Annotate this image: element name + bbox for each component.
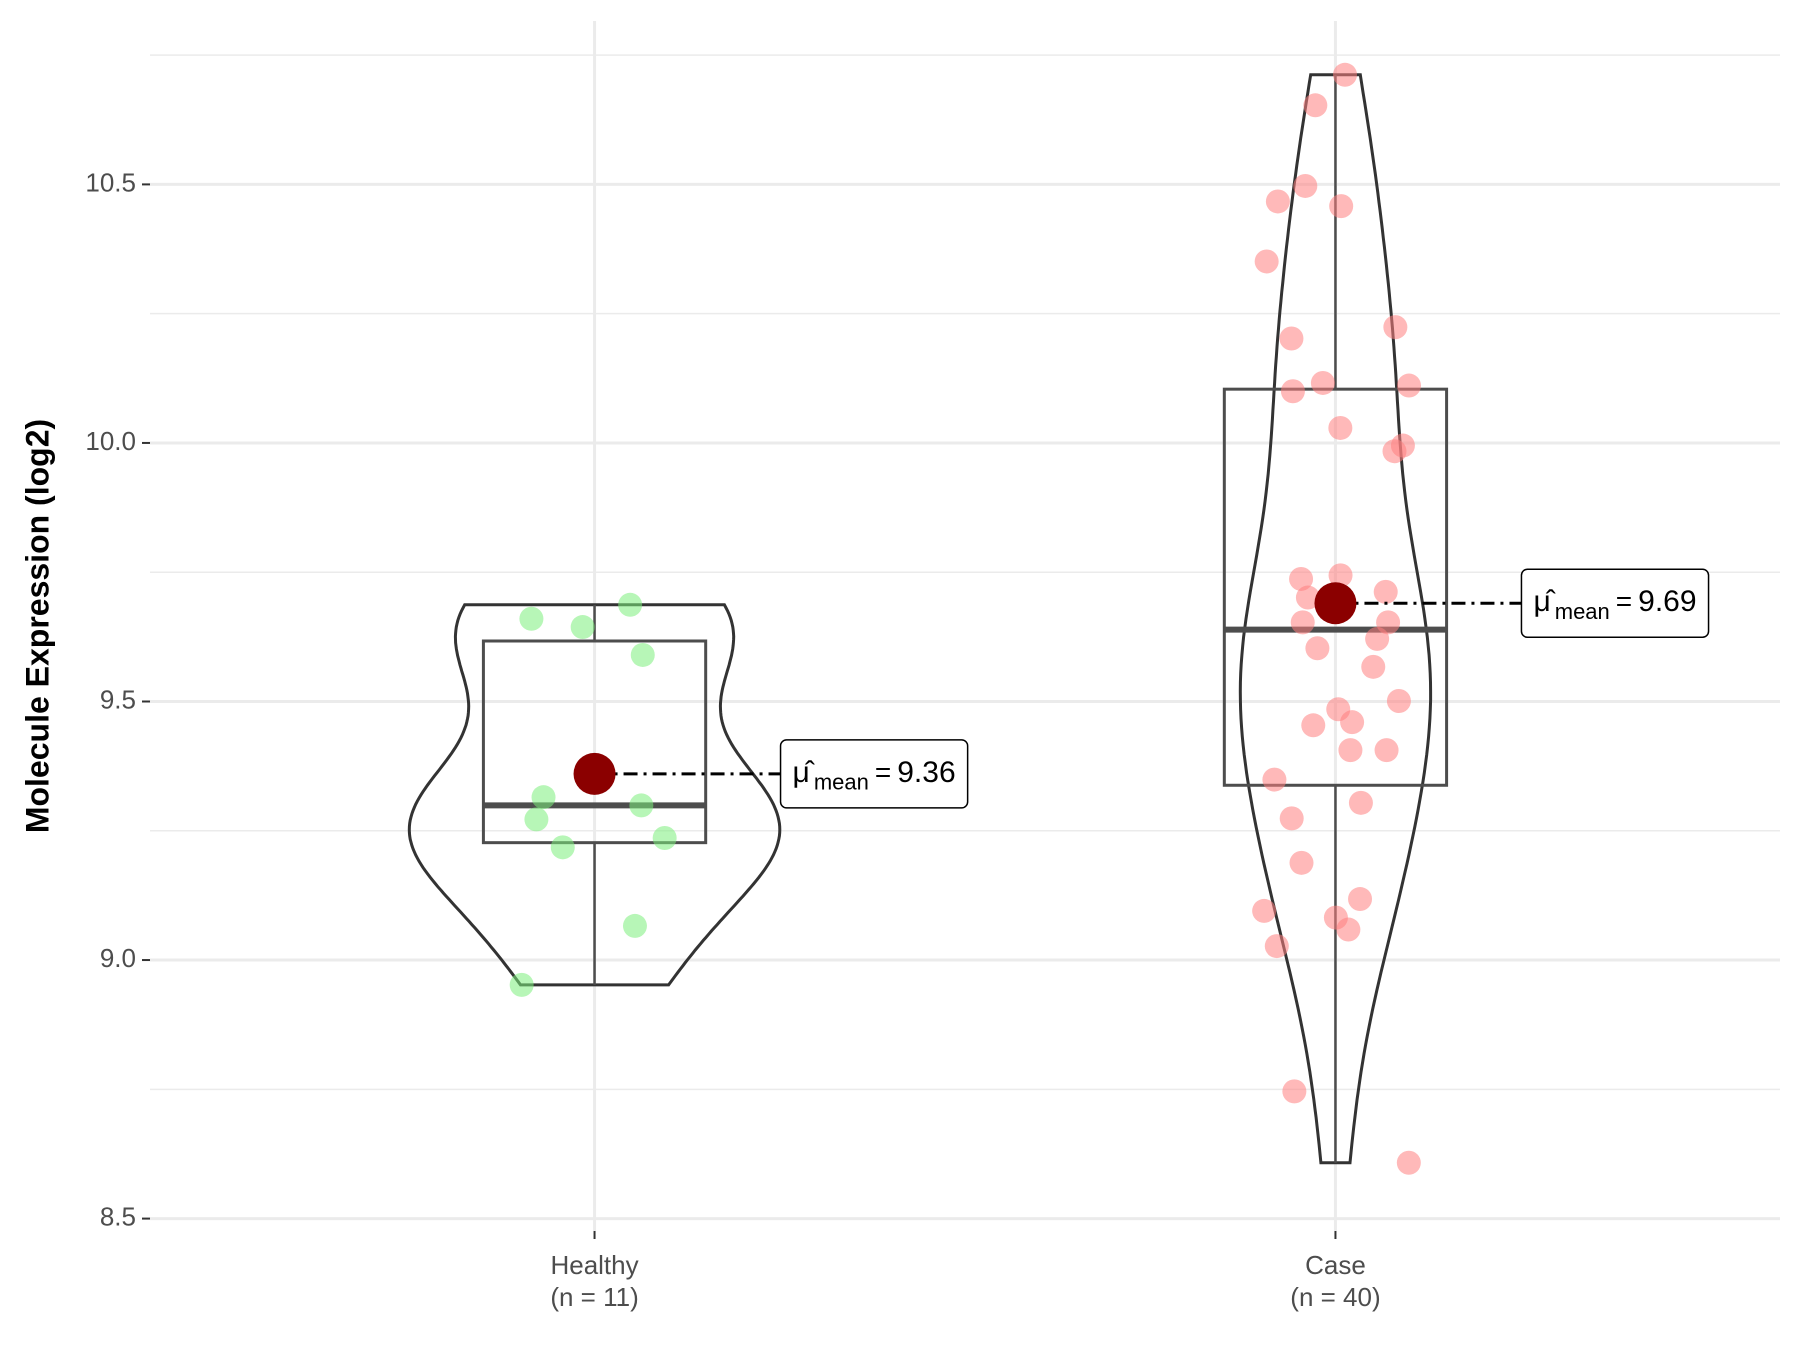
point <box>1279 806 1304 831</box>
point <box>1374 738 1399 763</box>
point <box>1397 373 1422 398</box>
mean-symbol: μ̂ <box>793 756 815 789</box>
mean-operator: = <box>875 756 891 787</box>
point <box>509 972 534 997</box>
x-tick-sublabel: (n = 11) <box>550 1282 638 1312</box>
point <box>1301 713 1326 738</box>
point <box>1336 917 1361 942</box>
point <box>524 807 549 832</box>
point <box>1348 790 1373 815</box>
point <box>1265 189 1290 214</box>
point <box>550 835 575 860</box>
point <box>1289 850 1314 875</box>
point <box>1252 898 1277 923</box>
point <box>630 642 655 667</box>
point <box>1254 249 1279 274</box>
y-axis-title: Molecule Expression (log2) <box>19 419 55 833</box>
violin <box>1238 73 1433 1165</box>
point <box>531 785 556 810</box>
point <box>1295 585 1320 610</box>
point <box>1332 62 1357 87</box>
y-tick-label: 9.5 <box>100 684 136 714</box>
point <box>1396 1150 1421 1175</box>
mean-subscript: mean <box>814 770 869 795</box>
point <box>1280 379 1305 404</box>
point <box>1328 415 1353 440</box>
point <box>1305 636 1330 661</box>
box <box>1222 387 1449 787</box>
x-tick-sublabel: (n = 40) <box>1290 1282 1380 1312</box>
point <box>1303 93 1328 118</box>
y-tick-label: 10.5 <box>85 167 136 197</box>
mean-point <box>573 752 616 795</box>
point <box>570 615 595 640</box>
mean-symbol: μ̂ <box>1533 585 1555 618</box>
point <box>1361 654 1386 679</box>
mean-value: 9.69 <box>1638 585 1696 618</box>
mean-value: 9.36 <box>897 756 955 789</box>
point <box>1279 326 1304 351</box>
point <box>519 606 544 631</box>
mean-operator: = <box>1616 586 1632 617</box>
x-tick-label: Case <box>1305 1250 1366 1280</box>
y-tick-label: 9.0 <box>100 943 136 973</box>
point <box>1282 1079 1307 1104</box>
violin <box>407 603 782 987</box>
point <box>1382 439 1407 464</box>
point <box>622 913 647 938</box>
point <box>1328 563 1353 588</box>
point <box>1329 194 1354 219</box>
point <box>1290 610 1315 635</box>
mean-label-box <box>1520 568 1710 638</box>
point <box>1365 626 1390 651</box>
point <box>629 793 654 818</box>
x-tick-label: Healthy <box>550 1250 638 1280</box>
y-tick-label: 8.5 <box>100 1201 136 1231</box>
point <box>1338 738 1363 763</box>
point <box>1289 566 1314 591</box>
point <box>1348 887 1373 912</box>
point <box>1293 173 1318 198</box>
point <box>1340 710 1365 735</box>
point <box>1262 767 1287 792</box>
y-tick-label: 10.0 <box>85 426 136 456</box>
point <box>1264 934 1289 959</box>
point <box>1386 688 1411 713</box>
point <box>1383 315 1408 340</box>
point <box>618 592 643 617</box>
point <box>652 826 677 851</box>
mean-label-box <box>779 739 969 809</box>
point <box>1310 370 1335 395</box>
point <box>1373 579 1398 604</box>
mean-point <box>1314 582 1357 625</box>
box <box>481 639 708 845</box>
mean-subscript: mean <box>1555 599 1610 624</box>
